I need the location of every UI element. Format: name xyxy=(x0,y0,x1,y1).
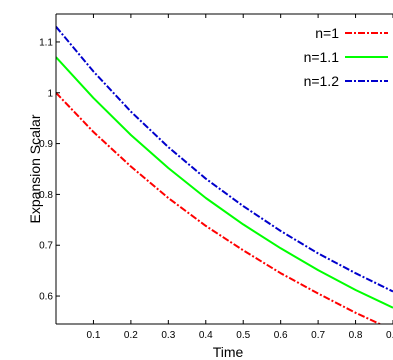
y-tick-label: 0.9 xyxy=(39,139,53,150)
y-tick-label: 0.6 xyxy=(39,292,53,303)
series-line-1 xyxy=(56,92,383,324)
y-tick-label: 0.7 xyxy=(39,241,53,252)
x-tick-label: 0.1 xyxy=(86,330,100,341)
y-tick-label: 1 xyxy=(47,88,53,99)
x-tick-label: 0.3 xyxy=(161,330,175,341)
legend-label: n=1 xyxy=(315,25,339,41)
x-axis-label: Time xyxy=(213,344,244,360)
y-tick-label: 0.8 xyxy=(39,190,53,201)
series-layer xyxy=(56,26,393,324)
x-tick-label: 0.4 xyxy=(199,330,213,341)
ticks-layer: 0.1 0.2 0.3 0.4 0.5 0.6 0.7 0.8 0.9 0.6 0.7 0.8 0.9 1… xyxy=(39,14,393,341)
plot-background xyxy=(56,14,393,324)
legend-label: n=1.1 xyxy=(304,49,340,65)
y-axis-label: Expansion Scalar xyxy=(27,114,43,223)
x-tick-label: 0.7 xyxy=(311,330,325,341)
x-tick-label: 0.9 xyxy=(386,330,393,341)
x-tick-label: 0.2 xyxy=(124,330,138,341)
x-tick-label: 0.5 xyxy=(236,330,250,341)
series-line-2 xyxy=(56,56,393,309)
legend-label: n=1.2 xyxy=(304,73,340,89)
axes-layer xyxy=(55,13,393,325)
y-tick-label: 1.1 xyxy=(39,37,53,48)
x-tick-label: 0.6 xyxy=(274,330,288,341)
x-tick-label: 0.8 xyxy=(349,330,363,341)
series-line-3 xyxy=(56,26,393,293)
legend: n=1 n=1.1 n=1.2 xyxy=(304,25,388,89)
